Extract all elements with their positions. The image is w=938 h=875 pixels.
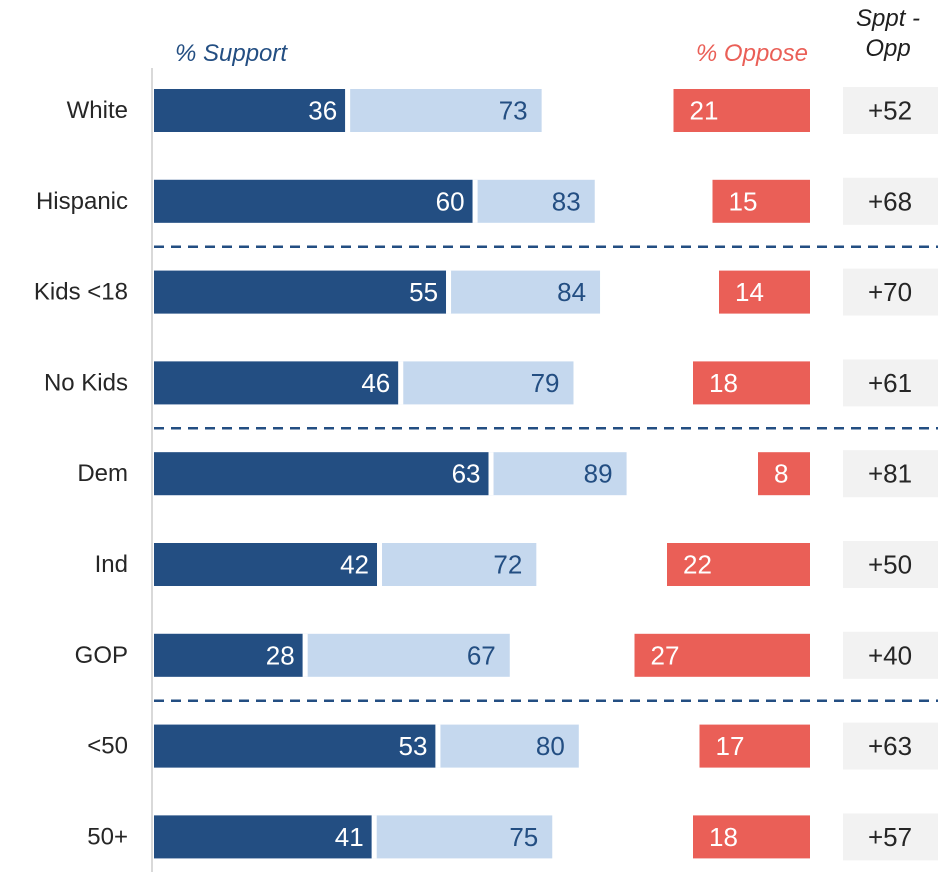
strong-support-value: 41: [335, 822, 364, 852]
difference-box: [843, 813, 938, 861]
strong-support-bar: [154, 724, 436, 768]
strong-support-value: 42: [340, 550, 369, 580]
strong-support-value: 63: [452, 459, 481, 489]
difference-value: +50: [868, 550, 912, 580]
difference-box: [843, 631, 938, 679]
support-header: % Support: [175, 40, 288, 67]
difference-value: +52: [868, 96, 912, 126]
bar-separator: [488, 452, 494, 496]
oppose-value: 17: [716, 731, 745, 761]
oppose-value: 21: [690, 96, 719, 126]
oppose-bar: [712, 179, 810, 223]
strong-support-value: 60: [436, 186, 465, 216]
total-support-value: 84: [557, 277, 586, 307]
difference-value: +81: [868, 459, 912, 489]
strong-support-bar: [154, 89, 346, 132]
oppose-bar: [634, 633, 810, 677]
difference-box: [843, 450, 938, 498]
category-label: <50: [87, 733, 128, 760]
total-support-value: 73: [499, 96, 528, 126]
oppose-value: 18: [709, 822, 738, 852]
category-label: White: [67, 97, 128, 124]
difference-value: +40: [868, 640, 912, 670]
strong-support-bar: [154, 270, 447, 314]
bar-separator: [377, 543, 383, 586]
strong-support-value: 36: [308, 96, 337, 126]
difference-value: +68: [868, 186, 912, 216]
category-label: 50+: [87, 823, 128, 850]
strong-support-bar: [154, 452, 489, 496]
bar-separator: [345, 89, 351, 132]
category-label: No Kids: [44, 369, 128, 396]
oppose-value: 22: [683, 550, 712, 580]
total-support-value: 80: [536, 731, 565, 761]
strong-support-bar: [154, 633, 303, 677]
total-support-value: 75: [509, 822, 538, 852]
oppose-value: 27: [651, 640, 680, 670]
oppose-bar: [758, 452, 810, 496]
bar-separator: [398, 361, 404, 405]
difference-header: Sppt - Opp: [838, 4, 938, 64]
difference-box: [843, 359, 938, 407]
difference-value: +57: [868, 822, 912, 852]
bar-separator: [302, 633, 308, 677]
strong-support-value: 28: [266, 640, 295, 670]
strong-support-value: 55: [409, 277, 438, 307]
oppose-bar: [693, 815, 810, 859]
oppose-bar: [667, 543, 810, 586]
bar-separator: [435, 724, 441, 768]
difference-header-line2: Opp: [865, 35, 911, 62]
oppose-header: % Oppose: [695, 40, 808, 67]
oppose-bar: [673, 89, 810, 132]
oppose-bar: [699, 724, 810, 768]
difference-box: [843, 268, 938, 316]
total-support-value: 89: [584, 459, 613, 489]
difference-box: [843, 541, 938, 588]
oppose-value: 15: [729, 186, 758, 216]
category-label: Ind: [95, 551, 128, 578]
strong-support-bar: [154, 543, 378, 586]
total-support-value: 79: [531, 368, 560, 398]
bar-separator: [446, 270, 452, 314]
total-support-value: 67: [467, 640, 496, 670]
oppose-bar: [719, 270, 810, 314]
oppose-bar: [693, 361, 810, 405]
oppose-value: 18: [709, 368, 738, 398]
difference-value: +70: [868, 277, 912, 307]
oppose-value: 8: [774, 459, 788, 489]
oppose-value: 14: [735, 277, 764, 307]
strong-support-bar: [154, 815, 372, 859]
category-label: Hispanic: [36, 188, 128, 215]
bar-separator: [371, 815, 377, 859]
strong-support-bar: [154, 361, 399, 405]
total-support-value: 72: [493, 550, 522, 580]
bar-separator: [472, 179, 478, 223]
category-label: Kids <18: [34, 279, 128, 306]
category-label: Dem: [77, 460, 128, 487]
difference-box: [843, 87, 938, 134]
strong-support-value: 53: [399, 731, 428, 761]
difference-value: +61: [868, 368, 912, 398]
difference-value: +63: [868, 731, 912, 761]
strong-support-value: 46: [361, 368, 390, 398]
category-label: GOP: [75, 642, 128, 669]
difference-header-line1: Sppt -: [855, 5, 921, 32]
total-support-value: 83: [552, 186, 581, 216]
difference-box: [843, 722, 938, 770]
strong-support-bar: [154, 179, 473, 223]
difference-box: [843, 177, 938, 225]
